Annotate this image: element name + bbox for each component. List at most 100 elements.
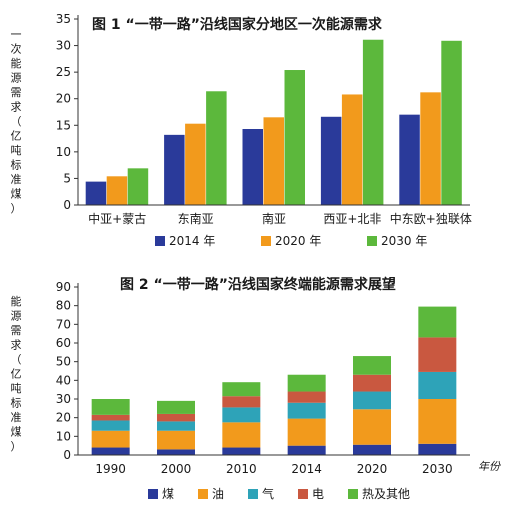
chart-1-y-tick-label: 0 [63,198,71,212]
chart-2-title: 图 2 “一带一路”沿线国家终端能源需求展望 [120,276,396,293]
chart-1-y-tick-label: 20 [56,92,71,106]
chart-1-axes: 0 5 10 15 20 25 30 35 中亚+蒙古 东南亚 南亚 西亚+北非 中东欧+独联体 [56,12,472,226]
chart-2-legend-swatch [198,489,208,499]
chart-2-legend-swatch [298,489,308,499]
chart-1-bar-2020年 [106,176,128,205]
chart-2-y-label-char: 求 [11,339,22,352]
chart-1-y-tick-label: 10 [56,145,71,159]
chart-2-bar-油 [222,422,261,448]
chart-2-y-tick-label: 20 [56,411,71,425]
chart-1-bar-2014年 [242,129,263,205]
chart-2-bar-煤 [222,447,261,455]
chart-2-y-tick-label: 40 [56,373,71,387]
chart-2-y-label-char: 吨 [11,382,22,395]
chart-2-y-tick-label: 0 [63,448,71,462]
chart-2-x-axis-label: 年份 [478,460,501,473]
chart-2-y-label-char: 亿 [11,368,22,381]
chart-2-y-label-char: 能 [11,294,22,308]
chart-2-legend-label: 气 [262,486,274,501]
chart-2-bar-电 [91,414,130,421]
chart-2-x-tick-label: 2030 [422,462,453,476]
chart-2-bar-电 [222,396,261,408]
chart-1-bar-2030年 [284,70,305,205]
chart-1-legend-label: 2014 年 [169,234,215,248]
chart-1-bar-2030年 [441,40,462,205]
chart-2-bar-煤 [157,449,195,455]
chart-2-legend-label: 煤 [162,487,174,501]
chart-1-x-tick-label: 中亚+蒙古 [88,211,146,226]
chart-1-legend: 2014 年 2020 年 2030 年 [155,234,427,248]
chart-2-bar-油 [287,418,326,446]
chart-2-x-tick-label: 2020 [357,462,388,476]
chart-2-bar-气 [157,421,195,431]
chart-2-bar-热及其他 [287,374,326,392]
chart-1-y-tick-label: 25 [56,65,71,79]
chart-2-legend-swatch [348,489,358,499]
chart-2-y-label-char: 源 [11,309,22,323]
chart-2-bar-煤 [91,447,130,455]
chart-1-y-label-char: ） [11,202,22,215]
chart-2-x-tick-label: 1990 [95,462,126,476]
chart-1-y-label-char: 煤 [11,188,22,201]
chart-1-y-label-char: 标 [11,158,22,172]
chart-2-bar-油 [91,430,130,448]
chart-2-bar-热及其他 [222,382,261,397]
chart-1-y-label-char: 能 [11,56,22,70]
chart-2-legend-label: 热及其他 [362,487,410,501]
chart-1-y-label-char: 吨 [11,144,22,157]
chart-1-x-tick-label: 南亚 [262,211,286,226]
chart-2-x-tick-label: 2000 [161,462,192,476]
chart-1-x-tick-label: 中东欧+独联体 [390,211,472,226]
chart-2-legend-swatch [148,489,158,499]
chart-2-bar-热及其他 [157,400,195,414]
chart-2-legend-label: 电 [312,487,324,501]
chart-1-y-label-char: （ [11,115,22,128]
chart-1-legend-swatch [155,236,165,246]
chart-1-bar-2030年 [127,168,149,205]
chart-1-legend-swatch [261,236,271,246]
chart-1-y-label-char: 源 [11,71,22,85]
chart-2-legend-label: 油 [212,487,224,501]
chart-2-legend: 煤 油 气 电 热及其他 [148,486,410,501]
chart-2-bar-电 [157,413,195,422]
chart-2-bars [91,306,457,455]
chart-1-legend-swatch [367,236,377,246]
chart-2-bar-电 [287,391,326,403]
chart-2-y-tick-label: 30 [56,392,71,406]
chart-1-bar-2014年 [320,116,342,205]
chart-1-y-tick-label: 15 [56,118,71,132]
chart-2-y-label-char: 标 [11,396,22,410]
chart-2-bar-电 [353,374,391,392]
chart-1-bar-2014年 [399,114,420,205]
chart-2-y-label-char: 需 [11,324,22,337]
chart-1-y-label-char: 求 [11,101,22,114]
chart-2-bar-热及其他 [418,306,457,338]
chart-1-y-tick-label: 30 [56,39,71,53]
chart-1-title: 图 1 “一带一路”沿线国家分地区一次能源需求 [92,16,383,33]
chart-2-y-tick-label: 80 [56,299,71,313]
chart-1-bars [85,39,462,206]
chart-2-y-tick-label: 10 [56,429,71,443]
chart-1-bar-2030年 [206,91,227,205]
chart-1-y-tick-label: 5 [63,171,71,185]
chart-2-bar-煤 [287,445,326,455]
chart-1-y-label-char: 亿 [11,130,22,143]
chart-1-bar-2030年 [362,39,384,206]
chart-1-bar-2014年 [164,134,185,205]
chart-2-bar-煤 [418,443,457,455]
chart-1-bar-2020年 [263,117,284,205]
chart-1-x-tick-label: 东南亚 [178,211,214,226]
chart-1-legend-label: 2030 年 [381,234,427,248]
chart-2-bar-气 [91,420,130,431]
chart-2-bar-气 [287,402,326,419]
chart-2-y-tick-label: 90 [56,280,71,294]
chart-1-y-label-char: 准 [11,173,22,186]
chart-2-y-label-char: （ [11,353,22,366]
chart-2-x-tick-label: 2014 [291,462,322,476]
